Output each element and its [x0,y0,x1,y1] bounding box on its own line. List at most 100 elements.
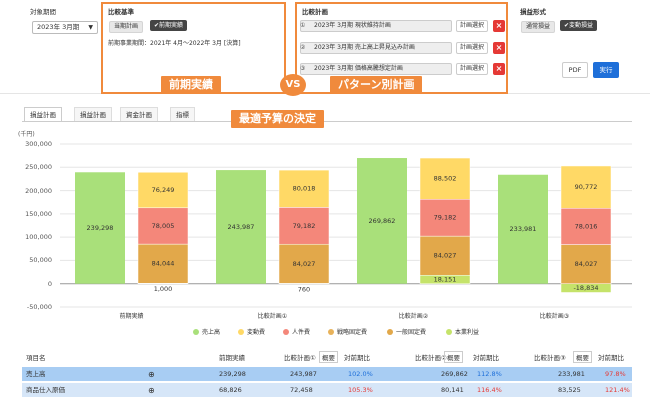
sales-bar-label: 269,862 [369,217,396,225]
legend-label: 本業利益 [455,329,480,336]
tab-divider [22,121,632,122]
stack-segment-label: 1,000 [154,285,173,293]
sales-bar [216,170,266,284]
expand-icon[interactable]: ⊕ [148,370,155,379]
stack-segment [419,235,471,276]
y-tick-label: 250,000 [25,163,52,172]
tab-indicators[interactable]: 指標 [170,107,195,122]
plan-delete-button-3[interactable]: × [493,63,505,75]
plan-delete-button-2[interactable]: × [493,42,505,54]
chart-unit-label: (千円) [18,131,35,138]
legend-item[interactable]: 本業利益 [446,327,479,336]
y-tick-label: 300,000 [25,140,52,148]
table-row-cogs[interactable]: 商品仕入原価 ⊕ 68,826 72,458 105.3% 80,141 116… [22,383,632,398]
stack-segment [278,169,330,208]
cell-ratio1: 105.3% [348,386,373,394]
stack-segment-label: 84,044 [152,260,175,268]
decision-callout-tag: 最適予算の決定 [231,110,324,128]
legend-item[interactable]: 変動費 [238,327,265,336]
basis-label: 比較基準 [108,8,134,16]
pattern-callout-tag: パターン別計画 [330,76,423,94]
filter-panel: 対象期間 2023年 3月期 ▼ 比較基準 当期計画 ✔前期実績 前期事業期間：… [0,0,650,94]
sales-bar-label: 239,298 [87,224,114,232]
basis-previous-label: 前期実績 [159,22,184,29]
expand-icon[interactable]: ⊕ [148,386,155,395]
y-tick-label: 100,000 [25,233,52,242]
stack-segment [137,243,189,284]
run-button[interactable]: 実行 [593,62,619,78]
pdf-button[interactable]: PDF [562,62,588,78]
tab-cash-plan[interactable]: 資金計画 [120,107,158,122]
stack-segment-label: 79,182 [434,214,457,222]
stack-segment [419,157,471,200]
plan-name: 2023年 3月期 売上高上昇見込み計画 [314,44,415,51]
th-plan3: 比較計画③ [534,354,566,362]
stack-segment [560,165,612,209]
stack-segment-label: 80,018 [293,185,316,193]
period-select[interactable]: 2023年 3月期 ▼ [32,21,98,34]
legend-item[interactable]: 一般固定費 [387,327,426,336]
plan-row-2: ② 2023年 3月期 売上高上昇見込み計画 [300,42,452,54]
y-tick-label: 200,000 [25,186,52,195]
legend-item[interactable]: 戦略固定費 [328,327,367,336]
pl-variable-button[interactable]: ✔変動損益 [560,20,598,31]
plan-row-3: ③ 2023年 3月期 価格高騰想定計画 [300,63,452,75]
stack-segment-label: 760 [298,285,310,293]
legend-item[interactable]: 売上高 [193,327,220,336]
legend-dot-icon [193,329,199,335]
plan-row-1: ① 2023年 3月期 現状維持計画 [300,20,452,32]
plan-pick-button-2[interactable]: 計画選択 [456,42,489,54]
cell-plan1: 243,987 [290,370,317,378]
stack-segment [278,207,330,245]
stack-segment-label: -18,834 [573,284,598,292]
legend-dot-icon [238,329,244,335]
cell-plan2: 80,141 [441,386,464,394]
legend-dot-icon [446,329,452,335]
period-label: 対象期間 [30,8,56,16]
basis-current-button[interactable]: 当期計画 [109,21,144,33]
previous-callout-tag: 前期実績 [161,76,221,94]
plan-pick-button-1[interactable]: 計画選択 [456,20,489,32]
stack-segment [137,172,189,209]
cell-plan3: 233,981 [558,370,585,378]
tab-pl-plan-2[interactable]: 損益計画 [74,107,112,122]
y-tick-label: 150,000 [25,209,52,218]
cell-ratio1: 102.0% [348,370,373,378]
th-ratio-3: 対前期比 [598,354,624,362]
stack-segment-label: 90,772 [575,183,598,191]
legend-label: 変動費 [247,329,266,336]
x-tick-label: 比較計画③ [540,312,569,320]
cell-prev: 68,826 [219,386,242,394]
plan-name: 2023年 3月期 価格高騰想定計画 [314,65,403,72]
pl-variable-label: 変動損益 [569,22,594,29]
plan-number: ② [300,44,306,51]
sales-bar [75,172,125,284]
basis-note: 前期事業期間：2021年 4月〜2022年 3月 [決算] [108,40,241,47]
plan-number: ③ [300,65,306,72]
cell-prev: 239,298 [219,370,246,378]
legend-label: 一般固定費 [396,329,427,336]
th-ratio-1: 対前期比 [344,354,370,362]
sales-bar [498,174,548,284]
pl-normal-button[interactable]: 通常損益 [521,21,556,33]
legend-item[interactable]: 人件費 [283,327,310,336]
th-overview-1[interactable]: 概要 [319,351,338,363]
basis-previous-button[interactable]: ✔前期実績 [150,20,188,31]
legend-label: 人件費 [292,329,311,336]
cell-plan1: 72,458 [290,386,313,394]
tab-pl-plan[interactable]: 損益計画 [24,107,62,122]
stack-segment-label: 84,027 [575,260,598,268]
plan-delete-button-1[interactable]: × [493,20,505,32]
cell-ratio3: 97.8% [605,370,626,378]
th-overview-3[interactable]: 概要 [573,351,592,363]
table-row-sales[interactable]: 売上高 ⊕ 239,298 243,987 102.0% 269,862 112… [22,367,632,382]
check-icon: ✔ [154,22,160,29]
plan-pick-button-3[interactable]: 計画選択 [456,63,489,75]
stack-segment [278,243,330,284]
y-tick-label: 50,000 [29,256,52,265]
legend-dot-icon [328,329,334,335]
th-overview-2[interactable]: 概要 [444,351,463,363]
sales-bar-label: 233,981 [510,225,537,233]
pl-label: 損益形式 [520,8,546,16]
